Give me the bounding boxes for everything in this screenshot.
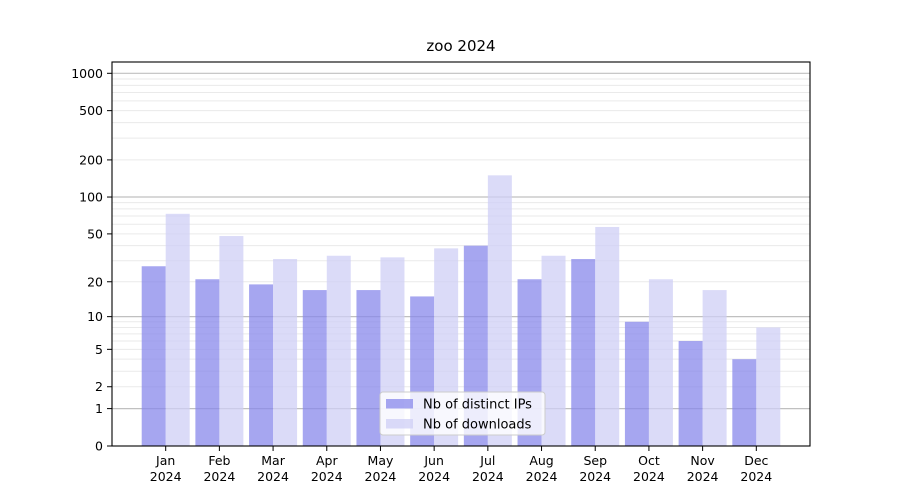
bar-oct-downloads <box>648 279 673 446</box>
x-tick-label-month: Mar <box>261 453 285 468</box>
y-tick-label: 1000 <box>71 66 103 81</box>
bar-may-distinct-ips <box>356 290 381 446</box>
bar-oct-distinct-ips <box>624 321 649 446</box>
axes: 01251020501002005001000Jan2024Feb2024Mar… <box>71 61 811 484</box>
x-tick-label-month: Oct <box>638 453 660 468</box>
x-tick-label-year: 2024 <box>150 469 182 484</box>
x-tick-label-year: 2024 <box>526 469 558 484</box>
x-tick-label-month: Apr <box>316 453 338 468</box>
x-tick-label-month: Jul <box>479 453 495 468</box>
bar-aug-downloads <box>541 255 566 446</box>
x-tick-label-year: 2024 <box>203 469 235 484</box>
bar-apr-distinct-ips <box>302 290 327 446</box>
x-tick-label-year: 2024 <box>257 469 289 484</box>
x-tick-label-month: Aug <box>529 453 553 468</box>
bar-dec-distinct-ips <box>732 359 757 446</box>
x-tick-label-year: 2024 <box>365 469 397 484</box>
x-tick-label-year: 2024 <box>418 469 450 484</box>
x-tick-label-year: 2024 <box>687 469 719 484</box>
y-tick-label: 5 <box>95 342 103 357</box>
x-tick-label-month: Jan <box>155 453 175 468</box>
bar-jan-downloads <box>165 213 190 446</box>
y-tick-label: 500 <box>79 103 103 118</box>
x-tick-label-year: 2024 <box>740 469 772 484</box>
x-tick-label-month: Feb <box>208 453 230 468</box>
legend-label-distinct-ips: Nb of distinct IPs <box>423 398 532 413</box>
bar-sep-downloads <box>595 226 620 446</box>
x-tick-label-month: Dec <box>744 453 768 468</box>
bar-nov-downloads <box>702 290 727 446</box>
y-tick-label: 1 <box>95 401 103 416</box>
bar-feb-distinct-ips <box>195 279 220 446</box>
bar-mar-distinct-ips <box>249 284 274 446</box>
x-tick-label-month: Jun <box>423 453 444 468</box>
y-tick-label: 10 <box>87 309 103 324</box>
plot-border <box>111 61 811 447</box>
x-tick-label-month: May <box>368 453 394 468</box>
y-tick-label: 2 <box>95 379 103 394</box>
bar-sep-distinct-ips <box>571 259 596 446</box>
y-tick-label: 200 <box>79 152 103 167</box>
bar-jan-distinct-ips <box>141 266 166 446</box>
legend-swatch-downloads-icon <box>386 419 413 429</box>
x-tick-label-month: Sep <box>583 453 607 468</box>
legend-swatch-distinct-ips-icon <box>386 399 413 409</box>
bar-feb-downloads <box>219 236 244 446</box>
x-tick-label-year: 2024 <box>472 469 504 484</box>
y-tick-label: 50 <box>87 226 103 241</box>
x-tick-label-month: Nov <box>690 453 715 468</box>
chart-title: zoo 2024 <box>426 37 495 55</box>
x-tick-label-year: 2024 <box>579 469 611 484</box>
bar-nov-distinct-ips <box>678 341 703 446</box>
x-tick-label-year: 2024 <box>633 469 665 484</box>
legend-box <box>379 391 546 436</box>
x-tick-label-year: 2024 <box>311 469 343 484</box>
legend-label-downloads: Nb of downloads <box>423 418 532 433</box>
y-tick-label: 0 <box>95 439 103 454</box>
legend: Nb of distinct IPs Nb of downloads <box>379 391 546 436</box>
y-tick-label: 100 <box>79 190 103 205</box>
bar-apr-downloads <box>326 255 351 446</box>
bar-mar-downloads <box>273 259 298 446</box>
y-tick-label: 20 <box>87 274 103 289</box>
bar-dec-downloads <box>756 327 781 446</box>
